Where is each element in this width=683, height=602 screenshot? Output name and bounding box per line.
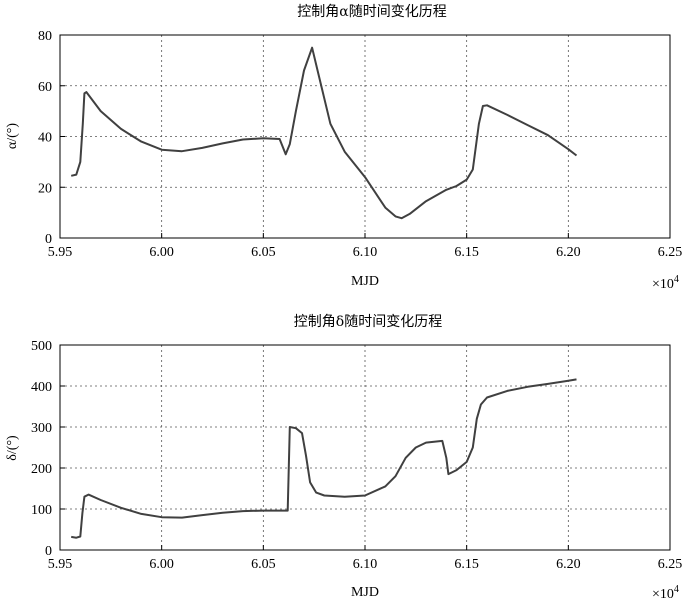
delta-xtick-label: 6.10	[353, 557, 378, 572]
delta-ytick-label: 300	[31, 421, 52, 436]
delta-ytick-label: 100	[31, 503, 52, 518]
delta-ytick-label: 400	[31, 380, 52, 395]
alpha-xtick-label: 6.20	[556, 245, 581, 260]
delta-exponent-power: 4	[674, 584, 679, 595]
alpha-exponent-base: ×10	[652, 277, 674, 292]
alpha-series-line	[70, 46, 578, 220]
alpha-ytick-label: 20	[38, 181, 52, 196]
delta-series-line	[71, 378, 577, 539]
delta-chart: 控制角δ随时间变化历程 5.95 6.00 6.05 6.10 6.15 6.20 6.25…	[5, 314, 682, 602]
alpha-xtick-label: 6.25	[658, 245, 683, 260]
delta-exponent-base: ×10	[652, 587, 674, 602]
delta-xtick-label: 5.95	[48, 557, 73, 572]
delta-xtick-label: 6.00	[149, 557, 174, 572]
alpha-xtick-label: 6.00	[149, 245, 174, 260]
delta-exponent: ×104	[652, 584, 679, 602]
delta-xlabel: MJD	[351, 585, 379, 600]
delta-ylabel: δ/(°)	[5, 435, 20, 461]
alpha-xtick-label: 5.95	[48, 245, 73, 260]
alpha-exponent: ×104	[652, 274, 679, 292]
delta-xtick-label: 6.25	[658, 557, 683, 572]
alpha-ylabel: α/(°)	[5, 123, 20, 149]
delta-xtick-label: 6.20	[556, 557, 581, 572]
alpha-exponent-power: 4	[674, 274, 679, 285]
alpha-chart: 控制角α随时间变化历程 5.95 6.00 6.05 6.10 6.15 6.20 6.25…	[5, 4, 682, 292]
alpha-ticks: 5.95 6.00 6.05 6.10 6.15 6.20 6.25 0 20 40 60 80	[38, 29, 682, 260]
delta-grid	[60, 345, 670, 550]
alpha-xtick-label: 6.05	[251, 245, 276, 260]
alpha-xtick-label: 6.15	[454, 245, 479, 260]
alpha-xtick-label: 6.10	[353, 245, 378, 260]
alpha-ytick-label: 0	[45, 232, 52, 247]
delta-ytick-label: 200	[31, 462, 52, 477]
delta-xtick-label: 6.15	[454, 557, 479, 572]
alpha-ytick-label: 80	[38, 29, 52, 44]
alpha-chart-title: 控制角α随时间变化历程	[297, 4, 446, 20]
delta-chart-title: 控制角δ随时间变化历程	[294, 314, 442, 330]
delta-ytick-label: 0	[45, 544, 52, 559]
alpha-ytick-label: 40	[38, 131, 52, 146]
alpha-grid	[60, 35, 670, 238]
alpha-xlabel: MJD	[351, 274, 379, 289]
delta-ticks: 5.95 6.00 6.05 6.10 6.15 6.20 6.25 0 100 200 300 40…	[31, 339, 682, 572]
delta-ytick-label: 500	[31, 339, 52, 354]
delta-xtick-label: 6.05	[251, 557, 276, 572]
alpha-ytick-label: 60	[38, 80, 52, 95]
